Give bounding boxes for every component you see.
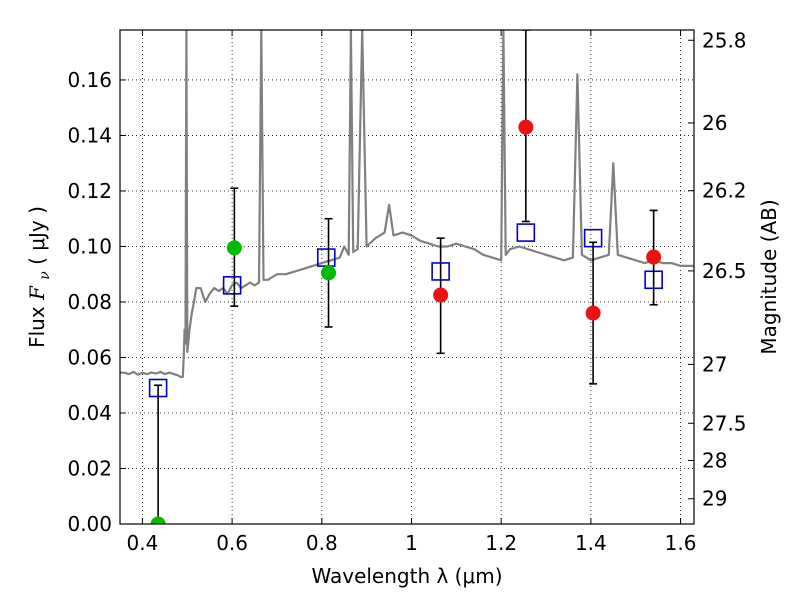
observed-flux-point (646, 249, 662, 265)
y-tick-label: 0.04 (67, 401, 112, 425)
y-tick-label: 0.00 (67, 512, 112, 536)
observed-flux-point (433, 287, 449, 303)
y-axis-title-subscript: ν (37, 271, 53, 280)
plot-area (120, 30, 694, 524)
observed-flux-point (226, 240, 242, 256)
y2-tick-label: 26 (702, 111, 727, 135)
y-axis-title-suffix: ( μJy ) (25, 206, 49, 265)
plot-frame (119, 29, 695, 525)
y-tick-label: 0.10 (67, 234, 112, 258)
x-tick-label: 1 (405, 531, 418, 555)
y-axis-right: 25.8 26 26.2 26.5 27 27.5 28 29 (688, 28, 747, 511)
y-axis-title: Flux F ν ( μJy ) (25, 206, 54, 348)
x-tick-label: 1.6 (665, 531, 697, 555)
x-axis: 0.4 0.6 0.8 1 1.2 1.4 1.6 (127, 30, 697, 555)
y-tick-label: 0.16 (67, 68, 112, 92)
y-tick-label: 0.14 (67, 123, 112, 147)
x-tick-label: 0.8 (306, 531, 338, 555)
y-tick-label: 0.08 (67, 290, 112, 314)
y-axis-title-symbol: F (25, 285, 49, 301)
model-flux-square (222, 276, 242, 295)
y-tick-label: 0.12 (67, 179, 112, 203)
y-tick-label: 0.02 (67, 456, 112, 480)
y2-tick-label: 25.8 (702, 28, 747, 52)
y-tick-label: 0.06 (67, 345, 112, 369)
x-axis-title: Wavelength λ (μm) (311, 564, 502, 588)
y2-axis-title: Magnitude (AB) (757, 199, 781, 354)
y-axis-left: 0.00 0.02 0.04 0.06 0.08 0.10 0.12 0.14 0.16 (67, 68, 126, 536)
x-tick-label: 0.4 (127, 531, 159, 555)
y2-tick-label: 29 (702, 487, 727, 511)
y2-tick-label: 26.5 (702, 259, 747, 283)
y2-tick-label: 27.5 (702, 411, 747, 435)
observed-flux-point (321, 265, 337, 281)
observed-flux-point (150, 516, 166, 524)
x-tick-label: 1.2 (485, 531, 517, 555)
x-tick-label: 0.6 (216, 531, 248, 555)
model-flux-square (516, 223, 536, 242)
observed-flux-point (585, 305, 601, 321)
y2-tick-label: 26.2 (702, 179, 747, 203)
y2-tick-label: 28 (702, 448, 727, 472)
y2-tick-label: 27 (702, 352, 727, 376)
x-tick-label: 1.4 (575, 531, 607, 555)
y-axis-title-prefix: Flux (25, 300, 49, 348)
observed-flux-point (518, 119, 534, 135)
